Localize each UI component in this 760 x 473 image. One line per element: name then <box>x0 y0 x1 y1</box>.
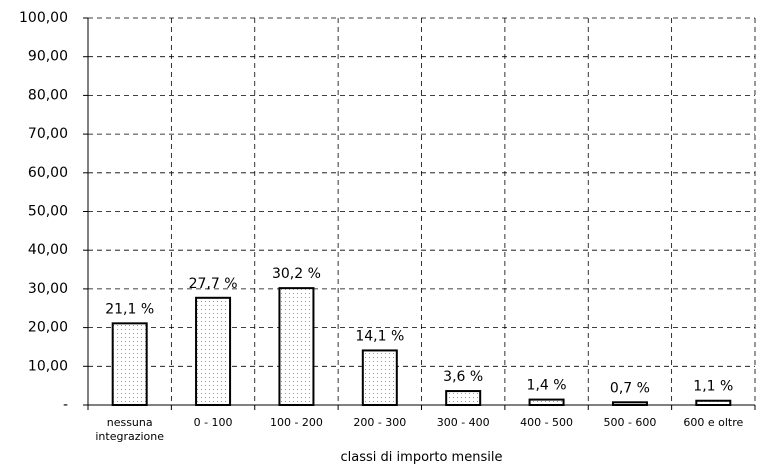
y-tick-label: 50,00 <box>28 204 68 220</box>
x-tick-label: 300 - 400 <box>436 416 490 429</box>
bar <box>528 398 565 407</box>
x-tick-label: 500 - 600 <box>603 416 657 429</box>
bar <box>361 349 398 407</box>
y-tick-label: 20,00 <box>28 320 68 336</box>
x-tick-label: 200 - 300 <box>353 416 407 429</box>
y-tick-label: 40,00 <box>28 242 68 258</box>
y-tick-label: 10,00 <box>28 358 68 374</box>
y-tick-label: 60,00 <box>28 165 68 181</box>
bar <box>611 401 648 406</box>
bar <box>445 390 482 406</box>
value-label: 30,2 % <box>272 266 321 282</box>
x-tick-label: nessuna integrazione <box>95 416 165 443</box>
value-label: 3,6 % <box>443 369 483 385</box>
bar <box>111 322 148 406</box>
value-label: 0,7 % <box>610 380 650 396</box>
x-tick-label: 0 - 100 <box>193 416 233 429</box>
x-tick-label: 100 - 200 <box>269 416 323 429</box>
y-tick-label: 80,00 <box>28 87 68 103</box>
x-tick-label: 400 - 500 <box>520 416 574 429</box>
bar <box>695 399 732 407</box>
value-label: 1,1 % <box>693 379 733 395</box>
x-tick-label: 600 e oltre <box>683 416 744 429</box>
y-tick-label: 30,00 <box>28 281 68 297</box>
x-axis-title: classi di importo mensile <box>340 450 503 465</box>
value-label: 21,1 % <box>105 301 154 317</box>
value-label: 14,1 % <box>355 328 404 344</box>
value-label: 1,4 % <box>527 378 567 394</box>
y-tick-label: 70,00 <box>28 126 68 142</box>
y-tick-label: 100,00 <box>19 10 68 26</box>
y-tick-label: - <box>63 397 68 413</box>
bar <box>278 287 315 407</box>
bar <box>195 296 232 406</box>
value-label: 27,7 % <box>189 276 238 292</box>
y-tick-label: 90,00 <box>28 49 68 65</box>
